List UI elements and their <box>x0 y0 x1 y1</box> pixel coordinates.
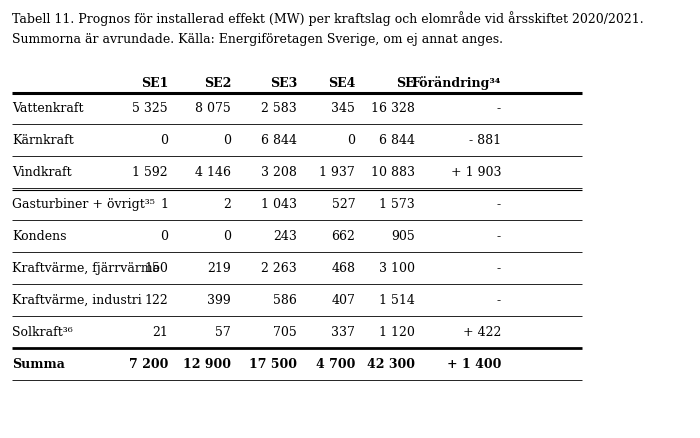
Text: SE3: SE3 <box>270 77 297 90</box>
Text: 2 263: 2 263 <box>261 262 297 275</box>
Text: -: - <box>497 294 501 307</box>
Text: 12 900: 12 900 <box>183 358 231 371</box>
Text: Vattenkraft: Vattenkraft <box>12 102 83 115</box>
Text: 1 514: 1 514 <box>379 294 415 307</box>
Text: 1 120: 1 120 <box>379 326 415 339</box>
Text: 219: 219 <box>207 262 231 275</box>
Text: 1 043: 1 043 <box>261 198 297 211</box>
Text: 2 583: 2 583 <box>261 102 297 115</box>
Text: Summorna är avrundade. Källa: Energiföretagen Sverige, om ej annat anges.: Summorna är avrundade. Källa: Energiföre… <box>12 33 503 46</box>
Text: Tabell 11. Prognos för installerad effekt (MW) per kraftslag och elområde vid år: Tabell 11. Prognos för installerad effek… <box>12 11 643 26</box>
Text: 0: 0 <box>160 230 168 243</box>
Text: 7 200: 7 200 <box>129 358 168 371</box>
Text: 3 100: 3 100 <box>379 262 415 275</box>
Text: 0: 0 <box>160 134 168 147</box>
Text: + 1 400: + 1 400 <box>447 358 501 371</box>
Text: SE4: SE4 <box>328 77 355 90</box>
Text: -: - <box>497 102 501 115</box>
Text: 21: 21 <box>152 326 168 339</box>
Text: 705: 705 <box>273 326 297 339</box>
Text: 8 075: 8 075 <box>195 102 231 115</box>
Text: 0: 0 <box>347 134 355 147</box>
Text: - 881: - 881 <box>469 134 501 147</box>
Text: 586: 586 <box>273 294 297 307</box>
Text: 1: 1 <box>160 198 168 211</box>
Text: 1 937: 1 937 <box>319 166 355 179</box>
Text: 1 573: 1 573 <box>379 198 415 211</box>
Text: -: - <box>497 198 501 211</box>
Text: 150: 150 <box>144 262 168 275</box>
Text: SE: SE <box>397 77 415 90</box>
Text: Kraftvärme, industri: Kraftvärme, industri <box>12 294 142 307</box>
Text: 407: 407 <box>331 294 355 307</box>
Text: Kondens: Kondens <box>12 230 66 243</box>
Text: 5 325: 5 325 <box>132 102 168 115</box>
Text: Gasturbiner + övrigt³⁵: Gasturbiner + övrigt³⁵ <box>12 198 155 211</box>
Text: Kraftvärme, fjärrvärme: Kraftvärme, fjärrvärme <box>12 262 160 275</box>
Text: 6 844: 6 844 <box>261 134 297 147</box>
Text: 399: 399 <box>207 294 231 307</box>
Text: 2: 2 <box>223 198 231 211</box>
Text: 16 328: 16 328 <box>371 102 415 115</box>
Text: 3 208: 3 208 <box>261 166 297 179</box>
Text: 122: 122 <box>144 294 168 307</box>
Text: 337: 337 <box>331 326 355 339</box>
Text: 4 700: 4 700 <box>316 358 355 371</box>
Text: Förändring³⁴: Förändring³⁴ <box>412 76 501 90</box>
Text: 17 500: 17 500 <box>249 358 297 371</box>
Text: 6 844: 6 844 <box>379 134 415 147</box>
Text: 42 300: 42 300 <box>368 358 415 371</box>
Text: Kärnkraft: Kärnkraft <box>12 134 74 147</box>
Text: 905: 905 <box>391 230 415 243</box>
Text: 662: 662 <box>331 230 355 243</box>
Text: 527: 527 <box>332 198 355 211</box>
Text: Solkraft³⁶: Solkraft³⁶ <box>12 326 73 339</box>
Text: + 422: + 422 <box>463 326 501 339</box>
Text: 10 883: 10 883 <box>371 166 415 179</box>
Text: + 1 903: + 1 903 <box>451 166 501 179</box>
Text: SE2: SE2 <box>204 77 231 90</box>
Text: -: - <box>497 230 501 243</box>
Text: -: - <box>497 262 501 275</box>
Text: 243: 243 <box>273 230 297 243</box>
Text: 0: 0 <box>223 134 231 147</box>
Text: 468: 468 <box>331 262 355 275</box>
Text: Vindkraft: Vindkraft <box>12 166 71 179</box>
Text: 0: 0 <box>223 230 231 243</box>
Text: 57: 57 <box>216 326 231 339</box>
Text: 345: 345 <box>331 102 355 115</box>
Text: SE1: SE1 <box>141 77 168 90</box>
Text: 1 592: 1 592 <box>132 166 168 179</box>
Text: 4 146: 4 146 <box>195 166 231 179</box>
Text: Summa: Summa <box>12 358 65 371</box>
